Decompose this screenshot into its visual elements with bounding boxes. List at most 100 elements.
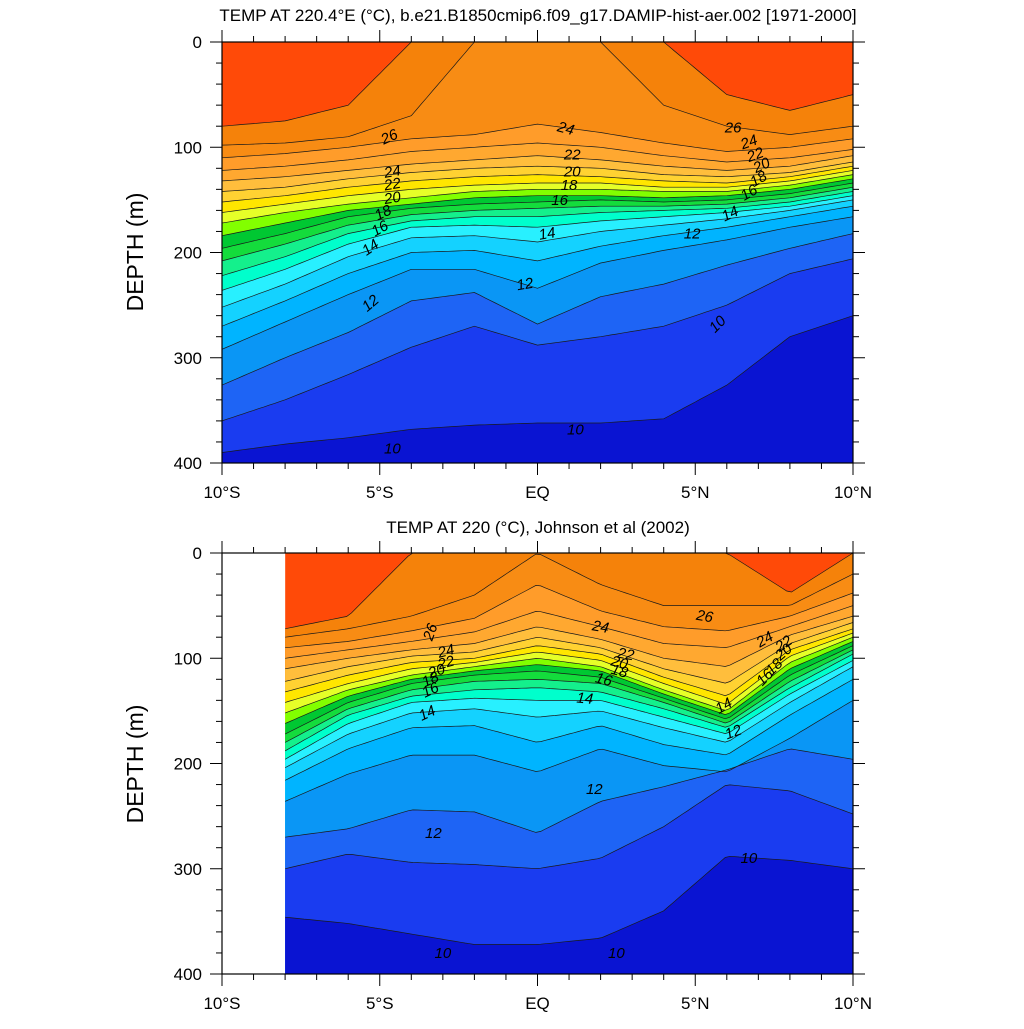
y-tick-label: 100 xyxy=(174,649,202,668)
isotherm-line xyxy=(285,700,854,802)
isotherm-line xyxy=(222,178,853,237)
contour-label: 22 xyxy=(382,175,403,195)
contour-label: 22 xyxy=(615,645,636,665)
contour-label: 26 xyxy=(377,126,401,149)
y-tick-label: 200 xyxy=(174,755,202,774)
isotherm-line xyxy=(222,42,853,127)
isotherm-line xyxy=(222,123,853,159)
contour-label: 14 xyxy=(719,203,741,225)
y-tick-label: 0 xyxy=(193,544,202,563)
contour-label: 10 xyxy=(741,850,758,867)
contour-label: 16 xyxy=(738,181,762,204)
isotherm-line xyxy=(222,205,853,327)
isotherm-line xyxy=(222,195,853,291)
y-axis-label: DEPTH (m) xyxy=(122,705,148,824)
contour-label: 24 xyxy=(435,641,456,662)
contour-label: 20 xyxy=(425,660,448,682)
isotherm-line xyxy=(222,182,853,249)
isotherm-line xyxy=(222,258,853,422)
contour-label: 12 xyxy=(586,781,603,798)
isotherm-line xyxy=(285,678,854,781)
y-tick-label: 400 xyxy=(174,454,202,473)
contour-label: 20 xyxy=(382,188,403,208)
isotherm-line xyxy=(285,632,854,705)
isotherm-line xyxy=(222,170,853,213)
x-tick-label: 10°S xyxy=(203,483,240,502)
x-tick-label: 5°N xyxy=(681,483,710,502)
contour-label: 14 xyxy=(712,695,735,718)
isotherm-line xyxy=(285,653,854,752)
contour-label: 10 xyxy=(435,945,452,962)
contour-label: 18 xyxy=(419,668,442,691)
isotherm-line xyxy=(285,666,854,769)
isotherm-line xyxy=(285,641,854,724)
isotherm-line xyxy=(285,553,854,638)
panel-observations: TEMP AT 220 (°C), Johnson et al (2002) D… xyxy=(122,518,872,1013)
contour-label: 16 xyxy=(551,192,568,209)
contour-label: 26 xyxy=(694,607,715,627)
x-tick-label: EQ xyxy=(525,994,550,1013)
isotherm-line xyxy=(222,142,853,171)
y-tick-label: 300 xyxy=(174,349,202,368)
x-tick-label: 10°N xyxy=(834,483,872,502)
isotherm-line xyxy=(222,42,853,146)
panel-title: TEMP AT 220 (°C), Johnson et al (2002) xyxy=(386,518,690,537)
contour-label: 22 xyxy=(563,147,581,164)
contour-lines xyxy=(285,553,854,945)
x-tick-label: 10°S xyxy=(203,994,240,1013)
contour-label: 12 xyxy=(723,721,745,743)
contour-fills xyxy=(285,553,854,974)
isotherm-line xyxy=(285,636,854,714)
contour-label: 10 xyxy=(384,440,401,457)
isotherm-line xyxy=(285,855,854,945)
isotherm-line xyxy=(285,622,854,684)
contour-label: 18 xyxy=(609,661,630,682)
contour-band xyxy=(285,856,853,974)
isotherm-line xyxy=(285,645,854,735)
isotherm-line xyxy=(285,628,854,697)
y-axis-label: DEPTH (m) xyxy=(122,193,148,312)
isotherm-line xyxy=(222,315,853,453)
isotherm-line xyxy=(285,605,854,659)
x-tick-label: 5°S xyxy=(366,994,394,1013)
contour-fills xyxy=(222,42,853,463)
isotherm-line xyxy=(285,585,854,649)
contour-label: 18 xyxy=(372,201,395,224)
contour-label: 24 xyxy=(382,162,402,182)
isotherm-line xyxy=(285,784,854,870)
contour-label: 14 xyxy=(576,690,594,708)
contour-label: 14 xyxy=(359,236,382,259)
isotherm-line xyxy=(222,174,853,224)
contour-lines xyxy=(222,42,853,453)
contour-label: 10 xyxy=(608,945,625,962)
y-tick-label: 0 xyxy=(193,33,202,52)
contour-label: 20 xyxy=(563,163,581,180)
isotherm-line xyxy=(222,216,853,350)
isotherm-line xyxy=(222,161,853,192)
isotherm-line xyxy=(285,660,854,760)
contour-label: 10 xyxy=(567,421,584,438)
contour-label: 18 xyxy=(561,177,578,194)
y-tick-label: 300 xyxy=(174,860,202,879)
panel-model: TEMP AT 220.4°E (°C), b.e21.B1850cmip6.f… xyxy=(122,6,872,502)
contour-label: 24 xyxy=(753,628,777,652)
contour-label: 24 xyxy=(590,617,610,637)
isotherm-line xyxy=(222,191,853,277)
contour-label: 12 xyxy=(515,275,535,295)
x-tick-label: 5°N xyxy=(681,994,710,1013)
contour-label: 16 xyxy=(369,217,393,240)
isotherm-line xyxy=(285,748,854,838)
contour-label: 18 xyxy=(747,167,771,190)
isotherm-line xyxy=(285,649,854,743)
x-tick-label: 10°N xyxy=(834,994,872,1013)
isotherm-line xyxy=(222,165,853,203)
contour-label: 16 xyxy=(593,669,614,690)
contour-label: 22 xyxy=(744,144,767,166)
contour-label: 12 xyxy=(684,226,701,243)
contour-label: 16 xyxy=(419,679,442,702)
isotherm-line xyxy=(285,553,854,630)
contour-label: 14 xyxy=(537,224,556,244)
panel-title: TEMP AT 220.4°E (°C), b.e21.B1850cmip6.f… xyxy=(219,6,856,25)
isotherm-line xyxy=(285,615,854,670)
